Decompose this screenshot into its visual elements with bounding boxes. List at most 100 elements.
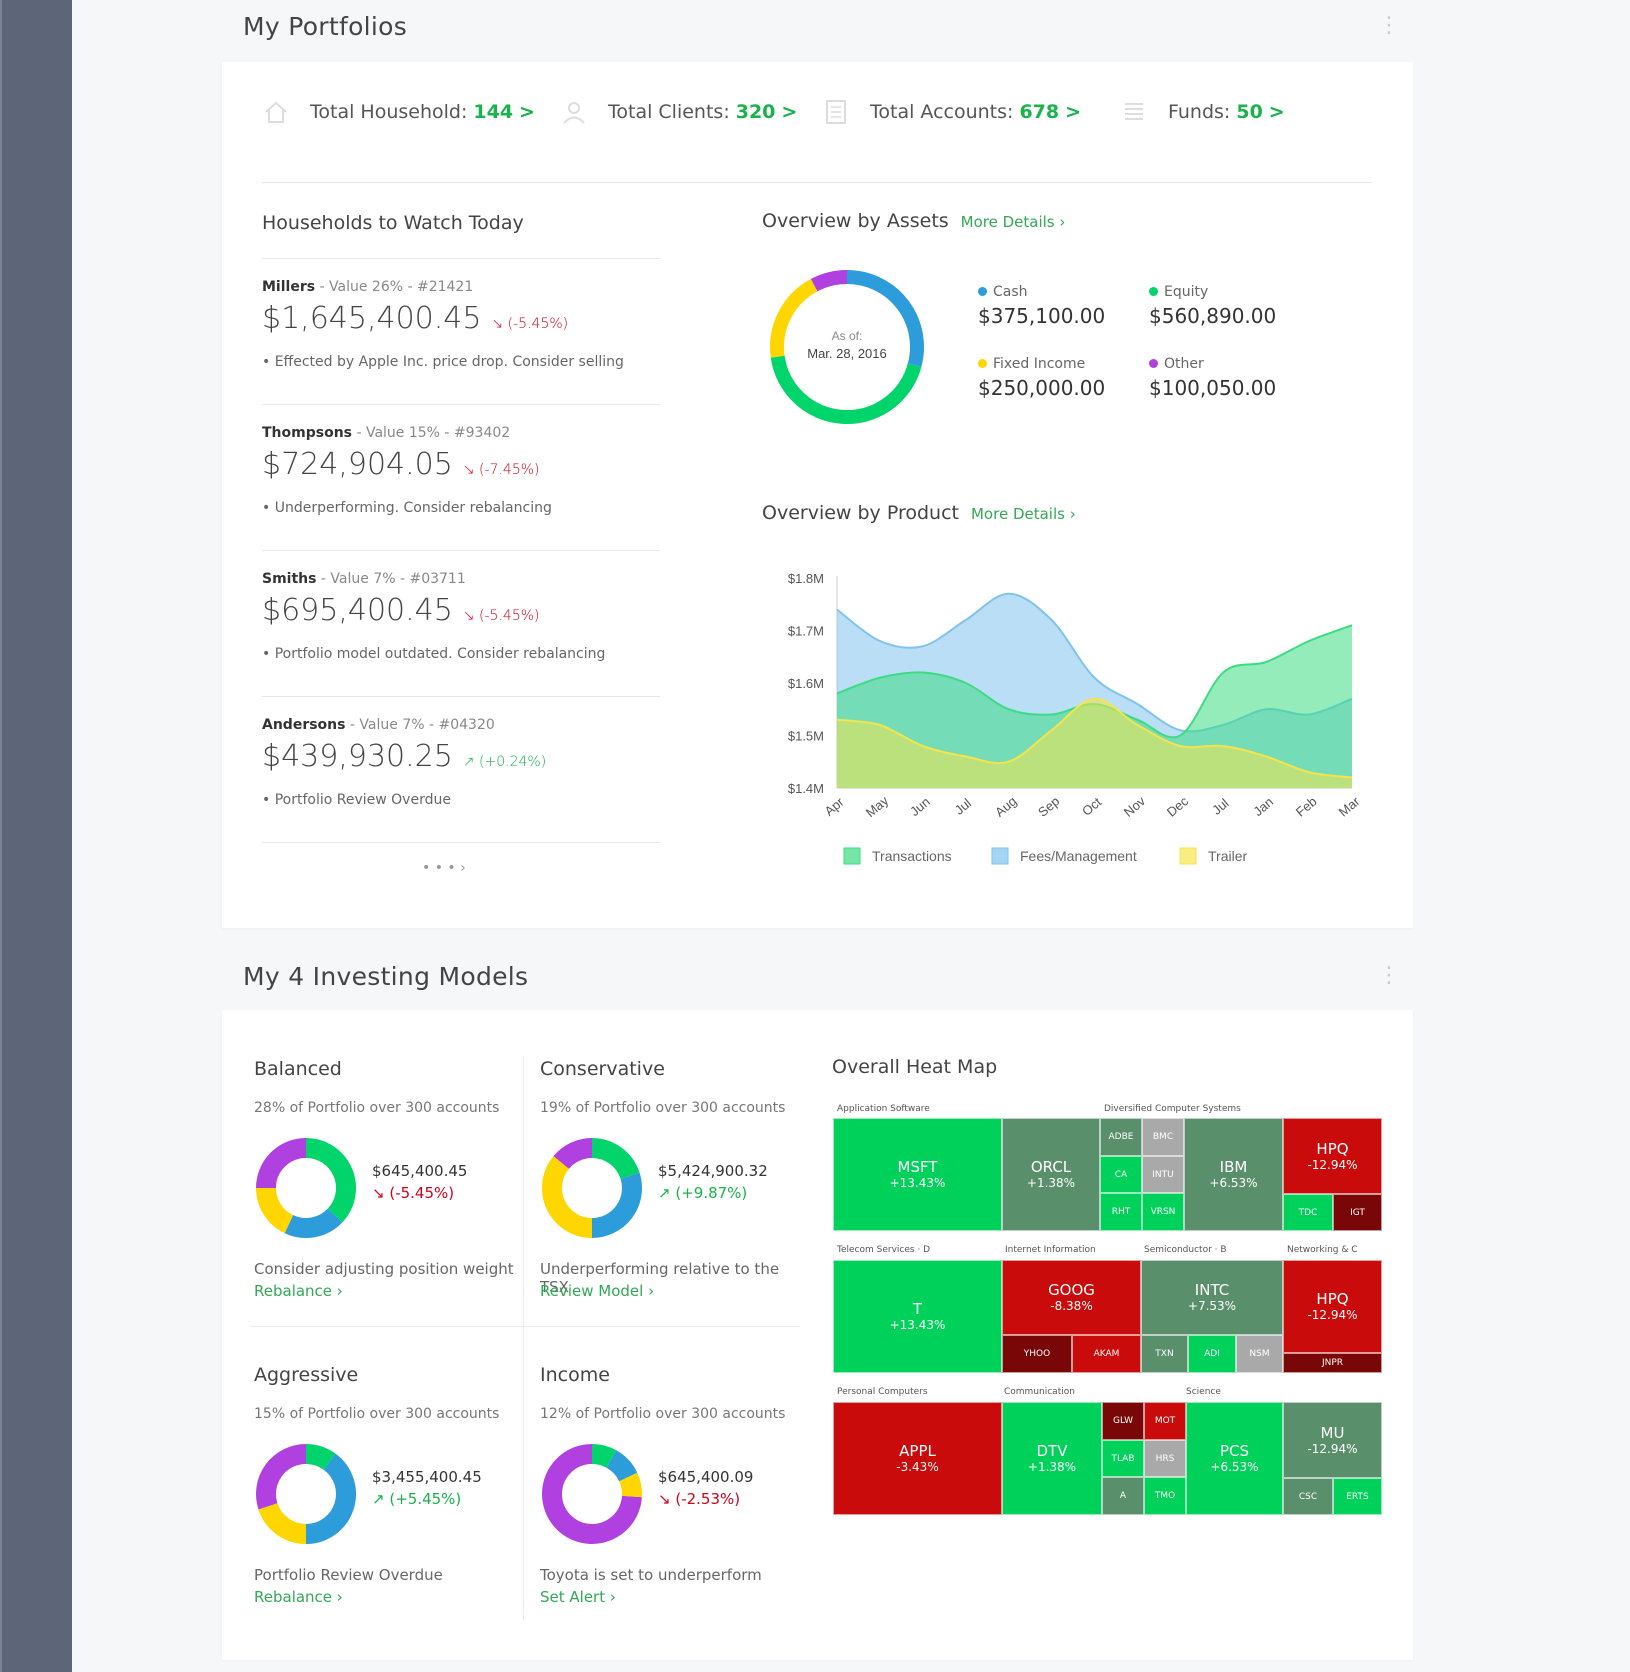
model-name: Balanced bbox=[254, 1058, 342, 1080]
stat-value: 678 bbox=[1019, 101, 1060, 123]
heatmap-tile[interactable]: IBM +6.53% bbox=[1184, 1118, 1283, 1231]
household-item[interactable]: Thompsons - Value 15% - #93402 $724,904.… bbox=[262, 404, 660, 550]
tile-ticker: HRS bbox=[1155, 1453, 1175, 1464]
heatmap-tile[interactable]: TDC bbox=[1283, 1194, 1333, 1231]
heatmap-tile[interactable]: GOOG -8.38% bbox=[1002, 1260, 1141, 1335]
tile-ticker: YHOO bbox=[1023, 1349, 1051, 1359]
heatmap-tile[interactable]: TLAB bbox=[1102, 1440, 1144, 1477]
product-title-text: Overview by Product bbox=[762, 502, 959, 524]
heatmap-tile[interactable]: T +13.43% bbox=[833, 1260, 1002, 1373]
heatmap-tile[interactable]: MSFT +13.43% bbox=[833, 1118, 1002, 1231]
y-tick-label: $1.8M bbox=[788, 571, 824, 586]
product-more-details-link[interactable]: More Details › bbox=[970, 505, 1076, 523]
household-value-row: $724,904.05 ↘ (-7.45%) bbox=[262, 447, 540, 482]
heatmap-tile[interactable]: JNPR bbox=[1283, 1353, 1382, 1373]
model-conservative[interactable]: Conservative 19% of Portfolio over 300 a… bbox=[540, 1058, 810, 1348]
product-title: Overview by Product More Details › bbox=[762, 502, 1076, 524]
heatmap-tile[interactable]: HPQ -12.94% bbox=[1283, 1260, 1382, 1353]
tile-ticker: TLAB bbox=[1111, 1453, 1135, 1464]
heatmap-tile[interactable]: INTC +7.53% bbox=[1141, 1260, 1283, 1335]
heatmap-group-label: Networking & C bbox=[1287, 1245, 1358, 1255]
legend-label: Transactions bbox=[872, 848, 952, 864]
heatmap-tile[interactable]: BMC bbox=[1142, 1118, 1184, 1156]
set-alert-link[interactable]: Set Alert › bbox=[540, 1588, 616, 1606]
tile-ticker: GOOG bbox=[1048, 1281, 1095, 1299]
stat-total-accounts[interactable]: Total Accounts: 678 > bbox=[822, 92, 1081, 132]
series-area bbox=[837, 698, 1352, 788]
model-aggressive[interactable]: Aggressive 15% of Portfolio over 300 acc… bbox=[254, 1364, 524, 1654]
heatmap-tile[interactable]: ERTS bbox=[1333, 1478, 1382, 1515]
x-tick-label: Mar bbox=[1336, 793, 1362, 819]
household-change-group: ↘ (-7.45%) bbox=[463, 462, 540, 478]
donut-segment bbox=[284, 1208, 343, 1238]
household-item[interactable]: Andersons - Value 7% - #04320 $439,930.2… bbox=[262, 696, 660, 843]
review-model-link[interactable]: Review Model › bbox=[540, 1282, 655, 1300]
stat-total-clients[interactable]: Total Clients: 320 > bbox=[560, 92, 797, 132]
heatmap-tile[interactable]: TXN bbox=[1141, 1335, 1188, 1373]
tile-ticker: GLW bbox=[1112, 1416, 1134, 1426]
heatmap-tile[interactable]: APPL -3.43% bbox=[833, 1402, 1002, 1515]
x-tick-label: Aug bbox=[992, 793, 1019, 819]
model-change: (-2.53%) bbox=[675, 1490, 741, 1508]
heatmap-tile[interactable]: DTV +1.38% bbox=[1002, 1402, 1102, 1515]
household-change-group: ↗ (+0.24%) bbox=[463, 754, 546, 770]
heatmap-tile[interactable]: PCS +6.53% bbox=[1186, 1402, 1283, 1515]
heatmap-tile[interactable]: ADI bbox=[1188, 1335, 1236, 1373]
y-tick-label: $1.4M bbox=[788, 781, 824, 796]
stat-total-household[interactable]: Total Household: 144 > bbox=[262, 92, 535, 132]
portfolios-menu-icon[interactable]: ⋮ bbox=[1378, 13, 1400, 38]
heatmap-tile[interactable]: IGT bbox=[1333, 1194, 1382, 1231]
donut-segment bbox=[810, 270, 848, 292]
heatmap-tile[interactable]: A bbox=[1102, 1477, 1144, 1515]
heatmap-tile[interactable]: RHT bbox=[1100, 1193, 1142, 1231]
heatmap-tile[interactable]: GLW bbox=[1102, 1402, 1144, 1440]
household-value-row: $439,930.25 ↗ (+0.24%) bbox=[262, 739, 546, 774]
heatmap-tile[interactable]: AKAM bbox=[1072, 1335, 1141, 1373]
household-change-group: ↘ (-5.45%) bbox=[463, 608, 540, 624]
heatmap-tile[interactable]: HPQ -12.94% bbox=[1283, 1118, 1382, 1194]
equity-dot bbox=[1149, 287, 1158, 296]
heatmap-tile[interactable]: ORCL +1.38% bbox=[1002, 1118, 1100, 1231]
model-income[interactable]: Income 12% of Portfolio over 300 account… bbox=[540, 1364, 810, 1654]
donut-segment bbox=[591, 1138, 640, 1180]
heatmap-tile[interactable]: MU -12.94% bbox=[1283, 1402, 1382, 1478]
model-change: (+5.45%) bbox=[389, 1490, 462, 1508]
heatmap-tile[interactable]: ADBE bbox=[1100, 1118, 1142, 1156]
heatmap-group-label: Personal Computers bbox=[837, 1387, 928, 1397]
rebalance-link[interactable]: Rebalance › bbox=[254, 1588, 343, 1606]
heatmap-tile[interactable]: CA bbox=[1100, 1156, 1142, 1193]
heatmap-tile[interactable]: VRSN bbox=[1142, 1193, 1184, 1231]
stat-funds[interactable]: Funds: 50 > bbox=[1120, 92, 1285, 132]
heatmap-tile[interactable]: TMO bbox=[1144, 1477, 1186, 1515]
assets-donut: As of: Mar. 28, 2016 bbox=[770, 270, 924, 424]
models-menu-icon[interactable]: ⋮ bbox=[1378, 963, 1400, 988]
heatmap-tile[interactable]: INTU bbox=[1142, 1156, 1184, 1193]
tile-ticker: NSM bbox=[1249, 1349, 1270, 1359]
model-balanced[interactable]: Balanced 28% of Portfolio over 300 accou… bbox=[254, 1058, 524, 1348]
household-item[interactable]: Smiths - Value 7% - #03711 $695,400.45 ↘ … bbox=[262, 550, 660, 696]
tile-pct: -12.94% bbox=[1307, 1308, 1358, 1322]
model-amount: $645,400.45 bbox=[372, 1162, 468, 1180]
rebalance-link[interactable]: Rebalance › bbox=[254, 1282, 343, 1300]
heatmap-tile[interactable]: NSM bbox=[1236, 1335, 1283, 1373]
as-of-label: As of: bbox=[832, 329, 863, 343]
heatmap-group-label: Application Software bbox=[837, 1104, 930, 1114]
model-sub: 28% of Portfolio over 300 accounts bbox=[254, 1100, 500, 1116]
tile-pct: +1.38% bbox=[1027, 1460, 1077, 1474]
x-tick-label: Oct bbox=[1079, 794, 1104, 819]
households-pager[interactable]: • • • › bbox=[422, 860, 466, 876]
tile-ticker: TXN bbox=[1155, 1349, 1174, 1359]
model-note: Underperforming relative to the TSX bbox=[540, 1260, 780, 1296]
household-item[interactable]: Millers - Value 26% - #21421 $1,645,400.… bbox=[262, 258, 660, 404]
donut-segment bbox=[618, 1472, 642, 1498]
asset-label: Other bbox=[1164, 356, 1204, 372]
household-header: Andersons - Value 7% - #04320 bbox=[262, 717, 495, 733]
heatmap-tile[interactable]: CSC bbox=[1283, 1478, 1333, 1515]
household-header: Smiths - Value 7% - #03711 bbox=[262, 571, 466, 587]
heatmap-tile[interactable]: YHOO bbox=[1002, 1335, 1072, 1373]
heatmap-tile[interactable]: MOT bbox=[1144, 1402, 1186, 1440]
x-tick-label: Jul bbox=[952, 795, 974, 817]
heatmap-tile[interactable]: HRS bbox=[1144, 1440, 1186, 1477]
assets-more-details-link[interactable]: More Details › bbox=[960, 213, 1066, 231]
tile-pct: -12.94% bbox=[1307, 1441, 1358, 1456]
